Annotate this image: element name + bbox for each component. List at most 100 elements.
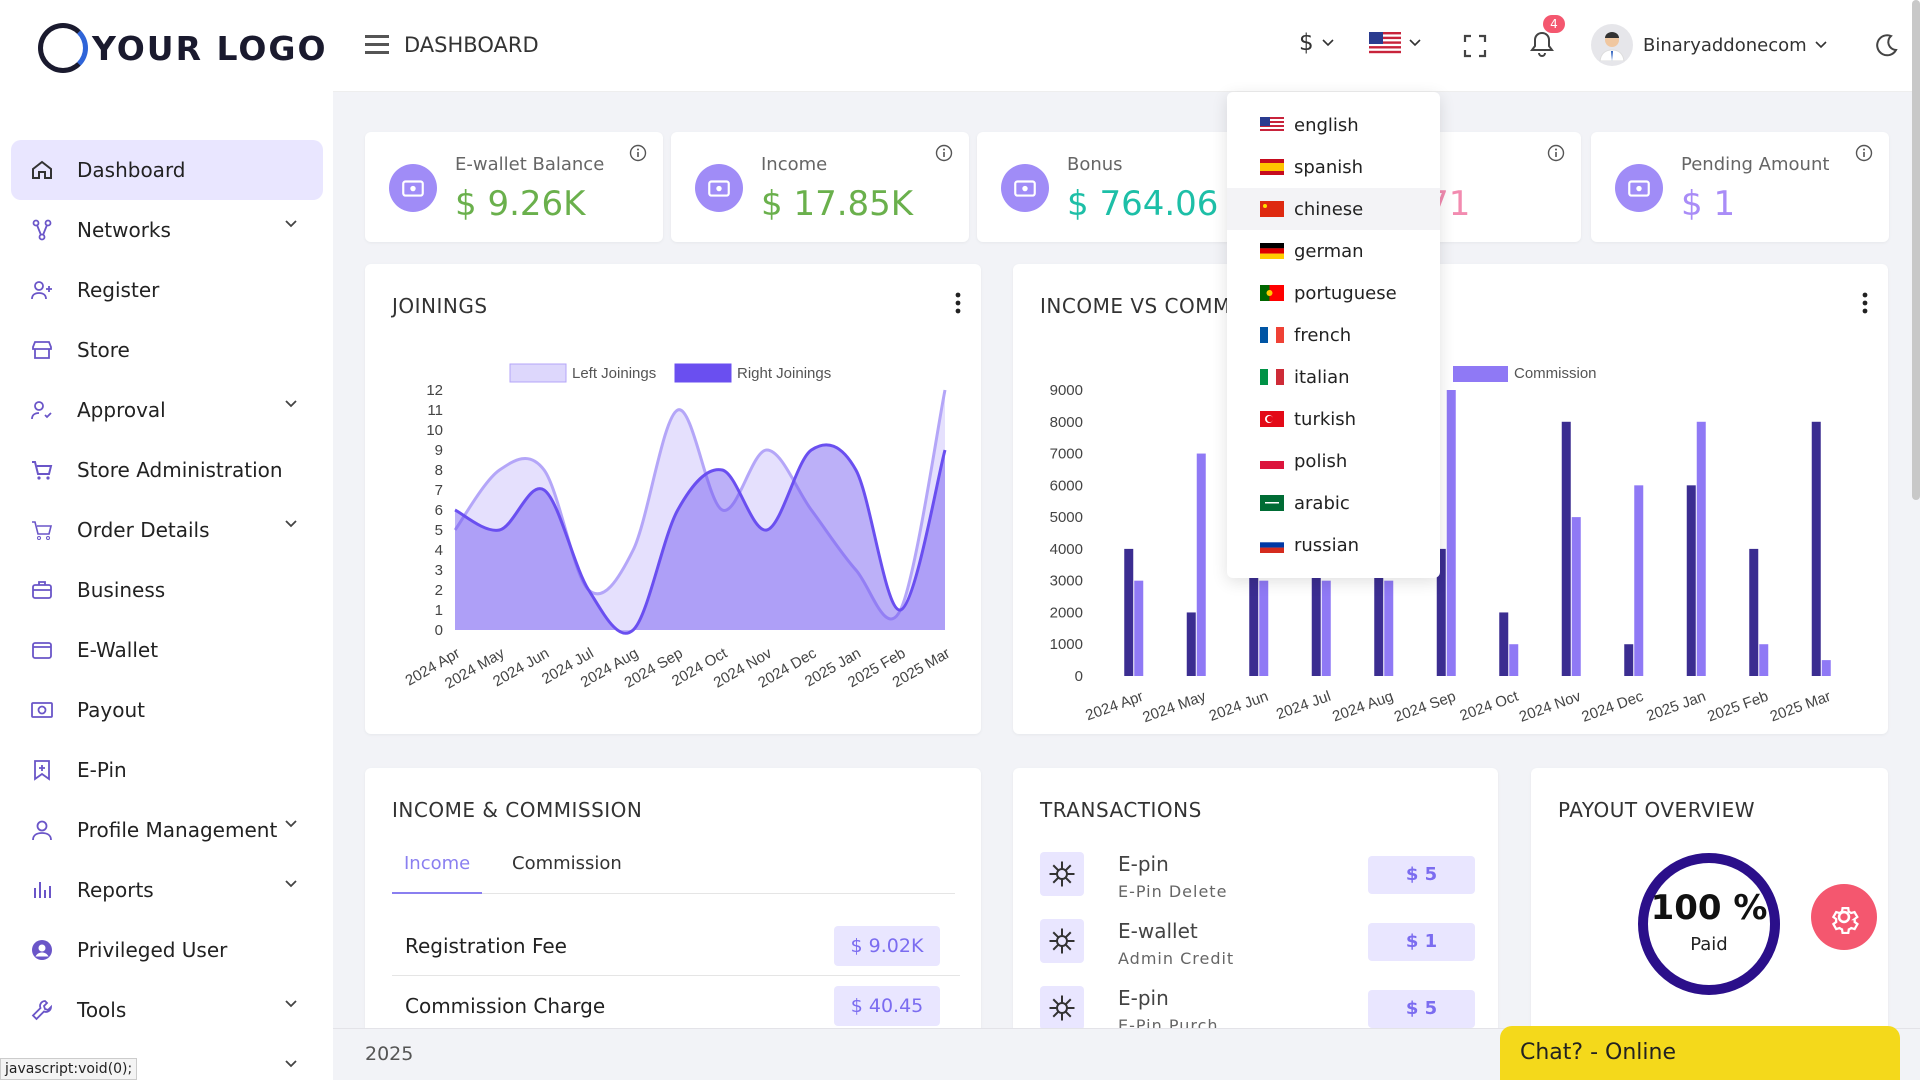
language-option-italian[interactable]: italian xyxy=(1227,356,1440,398)
currency-selector[interactable]: $ xyxy=(1299,30,1334,56)
x-tick-label: 2024 Aug xyxy=(1330,688,1395,726)
chevron-down-icon xyxy=(1322,39,1334,47)
info-icon[interactable] xyxy=(1855,144,1873,162)
user-menu[interactable]: Binaryaddonecom xyxy=(1591,24,1827,66)
language-option-polish[interactable]: polish xyxy=(1227,440,1440,482)
ru-flag-icon xyxy=(1260,537,1284,553)
y-tick-label: 4000 xyxy=(1050,541,1083,558)
chevron-down-icon xyxy=(1815,41,1827,49)
sidebar-item-payout[interactable]: Payout xyxy=(11,680,323,740)
currency-symbol: $ xyxy=(1299,30,1314,56)
sidebar-item-reports[interactable]: Reports xyxy=(11,860,323,920)
sidebar: YOUR LOGO Dashboard Networks Register Store… xyxy=(0,0,333,1080)
info-icon[interactable] xyxy=(935,144,953,162)
card-title: JOININGS xyxy=(392,294,488,318)
tab-income[interactable]: Income xyxy=(392,850,483,894)
settings-fab[interactable] xyxy=(1811,884,1877,950)
money-bag-icon xyxy=(695,164,743,212)
bar xyxy=(1561,421,1571,676)
sidebar-item-tools[interactable]: Tools xyxy=(11,980,323,1040)
language-option-chinese[interactable]: chinese xyxy=(1227,188,1440,230)
bar xyxy=(1374,548,1384,676)
chat-widget[interactable]: Chat? - Online xyxy=(1500,1026,1900,1080)
x-tick-label: 2024 Apr xyxy=(1083,688,1145,725)
sidebar-item-networks[interactable]: Networks xyxy=(11,200,323,260)
list-item-value: $ 40.45 xyxy=(834,986,940,1026)
bar xyxy=(1509,644,1519,676)
y-tick-label: 8000 xyxy=(1050,414,1083,431)
bar xyxy=(1186,612,1196,676)
sidebar-item-store[interactable]: Store xyxy=(11,320,323,380)
sidebar-item-business[interactable]: Business xyxy=(11,560,323,620)
language-option-french[interactable]: french xyxy=(1227,314,1440,356)
bar xyxy=(1571,517,1581,676)
payout-label: Paid xyxy=(1690,934,1728,955)
chevron-down-icon xyxy=(285,520,297,528)
stat-card: Income $ 17.85K xyxy=(671,132,969,242)
sidebar-item-e-pin[interactable]: E-Pin xyxy=(11,740,323,800)
sidebar-item-dashboard[interactable]: Dashboard xyxy=(11,140,323,200)
y-tick-label: 0 xyxy=(1075,668,1083,685)
sidebar-item-e-wallet[interactable]: E-Wallet xyxy=(11,620,323,680)
language-option-turkish[interactable]: turkish xyxy=(1227,398,1440,440)
language-label: german xyxy=(1294,240,1364,262)
list-item: Commission Charge $ 40.45 xyxy=(392,982,960,1044)
coin-icon xyxy=(1001,164,1049,212)
tab-commission[interactable]: Commission xyxy=(512,853,622,874)
more-vertical-icon[interactable] xyxy=(955,292,961,314)
y-tick-label: 9 xyxy=(435,442,443,459)
stat-value: $ 764.06 xyxy=(1067,184,1219,224)
logo[interactable]: YOUR LOGO xyxy=(38,22,328,74)
bar xyxy=(1249,548,1259,676)
bar xyxy=(1696,421,1706,676)
menu-icon[interactable] xyxy=(365,34,389,56)
logo-text: YOUR LOGO xyxy=(92,28,328,68)
gear-icon xyxy=(1831,906,1859,934)
sidebar-item-label: Reports xyxy=(77,878,154,902)
series-line xyxy=(454,443,947,635)
page-scrollbar[interactable] xyxy=(1912,0,1920,500)
language-option-portuguese[interactable]: portuguese xyxy=(1227,272,1440,314)
list-item: Registration Fee $ 9.02K xyxy=(392,914,960,976)
y-tick-label: 2 xyxy=(435,582,443,599)
bar xyxy=(1811,421,1821,676)
legend-label: Left Joinings xyxy=(572,365,656,382)
card-title: PAYOUT OVERVIEW xyxy=(1558,798,1755,822)
sidebar-item-label: Networks xyxy=(77,218,171,242)
sidebar-item-profile-management[interactable]: Profile Management xyxy=(11,800,323,860)
username: Binaryaddonecom xyxy=(1643,34,1807,56)
sidebar-item-store-administration[interactable]: Store Administration xyxy=(11,440,323,500)
language-option-german[interactable]: german xyxy=(1227,230,1440,272)
language-label: english xyxy=(1294,114,1359,136)
footer-year: 2025 xyxy=(365,1043,414,1065)
sidebar-item-register[interactable]: Register xyxy=(11,260,323,320)
wallet-icon xyxy=(1040,919,1084,963)
sidebar-item-label: Privileged User xyxy=(77,938,228,962)
de-flag-icon xyxy=(1260,243,1284,259)
language-selector[interactable] xyxy=(1369,32,1421,54)
notification-button[interactable]: 4 xyxy=(1529,15,1565,62)
transaction-title: E-pin xyxy=(1118,852,1169,876)
info-icon[interactable] xyxy=(629,144,647,162)
y-tick-label: 5 xyxy=(435,522,443,539)
dark-mode-icon[interactable] xyxy=(1873,32,1899,58)
sidebar-item-privileged-user[interactable]: Privileged User xyxy=(11,920,323,980)
language-option-spanish[interactable]: spanish xyxy=(1227,146,1440,188)
wallet-cash-icon xyxy=(1615,164,1663,212)
more-vertical-icon[interactable] xyxy=(1862,292,1868,314)
language-option-arabic[interactable]: arabic xyxy=(1227,482,1440,524)
info-icon[interactable] xyxy=(1547,144,1565,162)
sidebar-item-label: Register xyxy=(77,278,160,302)
x-tick-label: 2024 Dec xyxy=(1579,688,1646,726)
language-option-russian[interactable]: russian xyxy=(1227,524,1440,566)
sidebar-item-approval[interactable]: Approval xyxy=(11,380,323,440)
transaction-title: E-wallet xyxy=(1118,919,1198,943)
income-vs-commission-chart: 0 1000 2000 3000 4000 5000 6000 7000 8000 9000 202… xyxy=(1050,365,1833,726)
transaction-row: E-pin E-Pin Delete $ 5 xyxy=(1040,852,1475,912)
language-option-english[interactable]: english xyxy=(1227,104,1440,146)
topbar: DASHBOARD $ 4 Binaryaddonecom xyxy=(333,0,1920,92)
fullscreen-icon[interactable] xyxy=(1463,34,1487,58)
network-icon xyxy=(29,217,55,243)
bar xyxy=(1821,660,1831,676)
sidebar-item-order-details[interactable]: Order Details xyxy=(11,500,323,560)
